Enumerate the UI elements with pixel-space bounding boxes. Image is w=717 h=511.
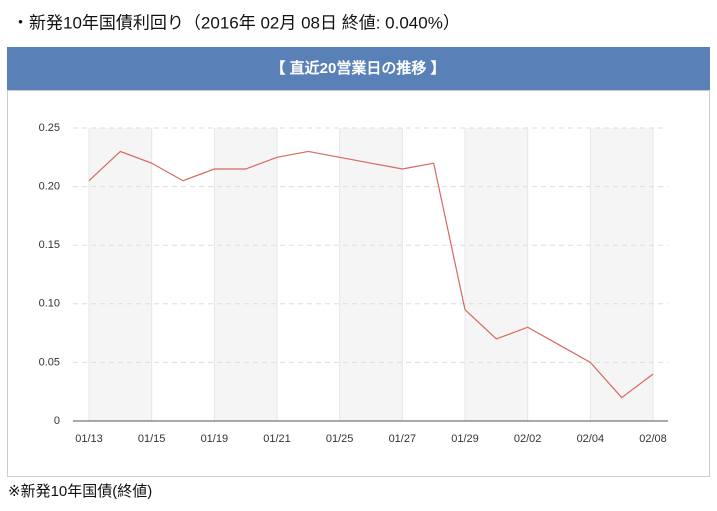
x-tick-label: 01/19	[201, 433, 229, 445]
chart-frame	[7, 90, 710, 477]
x-tick-label: 01/15	[138, 433, 166, 445]
y-tick-label: 0.15	[39, 239, 60, 251]
x-tick-label: 01/21	[263, 433, 291, 445]
band	[590, 128, 653, 421]
y-tick-label: 0.05	[39, 356, 60, 368]
band	[89, 128, 152, 421]
band	[465, 128, 528, 421]
chart-title: ・新発10年国債利回り（2016年 02月 08日 終値: 0.040%）	[12, 13, 460, 32]
line	[88, 150, 654, 399]
x-tick-label: 01/13	[75, 433, 103, 445]
y-tick-label: 0.20	[39, 181, 60, 193]
band	[339, 128, 403, 421]
chart-subtitle: 【 直近20営業日の推移 】	[270, 59, 445, 77]
x-tick-label: 02/02	[514, 433, 542, 445]
x-tick-label: 01/29	[451, 433, 479, 445]
x-tick-label: 02/08	[639, 433, 667, 445]
banner	[7, 47, 710, 90]
x-tick-label: 01/27	[389, 433, 417, 445]
footnote: ※新発10年国債(終値)	[8, 483, 152, 500]
band	[214, 128, 277, 421]
y-tick-label: 0	[54, 415, 60, 427]
x-tick-label: 01/25	[326, 433, 354, 445]
y-tick-label: 0.25	[39, 122, 60, 134]
x-tick-label: 02/04	[577, 433, 605, 445]
y-tick-label: 0.10	[39, 298, 60, 310]
